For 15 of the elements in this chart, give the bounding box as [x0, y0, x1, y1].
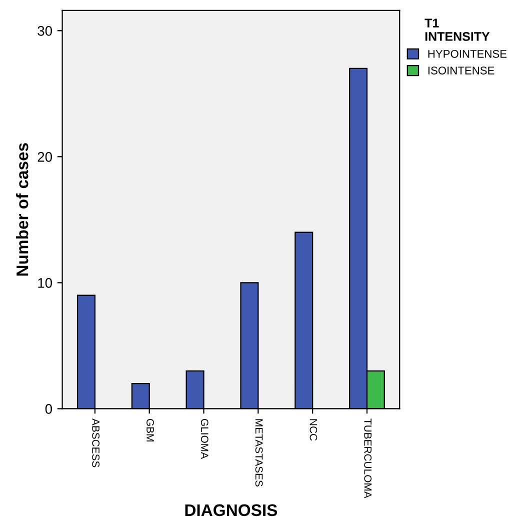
x-axis-title: DIAGNOSIS — [185, 504, 278, 516]
legend-title: T1 INTENSITY — [424, 18, 490, 41]
x-tick-label: METASTASES — [255, 419, 263, 486]
x-tick-label: GLIOMA — [200, 418, 208, 459]
x-tick-label: NCC — [310, 419, 318, 441]
x-tick-label: TUBERCULOMA — [364, 418, 372, 498]
y-axis-title: Number of cases — [16, 143, 28, 276]
legend-label: HYPOINTENSE — [428, 50, 507, 58]
y-tick-label: 0 — [45, 404, 52, 414]
legend-label: ISOINTENSE — [428, 66, 494, 74]
x-tick-label: GBM — [146, 418, 154, 442]
y-tick-label: 20 — [38, 152, 52, 162]
y-tick-label: 30 — [38, 26, 52, 36]
x-tick-label: ABSCESS — [92, 418, 100, 468]
y-tick-label: 10 — [38, 278, 52, 288]
